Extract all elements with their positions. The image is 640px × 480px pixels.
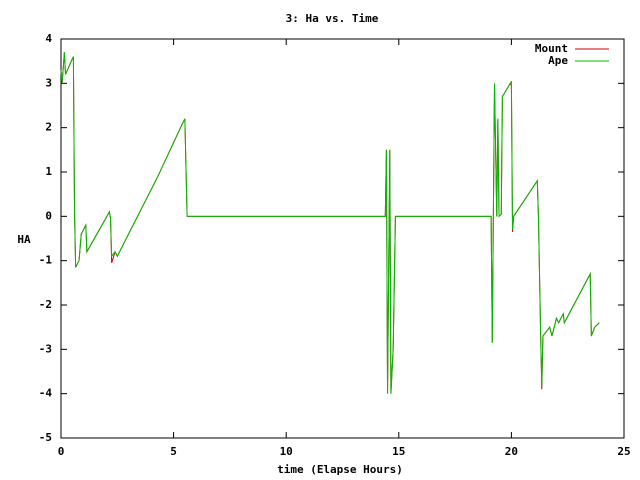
y-tick-label: -1 — [39, 254, 53, 267]
y-tick-label: -4 — [39, 387, 53, 400]
x-tick-label: 10 — [280, 445, 293, 458]
series-line — [60, 52, 600, 394]
y-axis-label: HA — [17, 233, 31, 246]
y-tick-label: 0 — [45, 209, 52, 222]
y-tick-label: -5 — [39, 431, 52, 444]
y-tick-label: 3 — [45, 76, 52, 89]
chart-title: 3: Ha vs. Time — [286, 12, 379, 25]
y-tick-label: -3 — [39, 342, 52, 355]
x-tick-label: 0 — [58, 445, 65, 458]
y-tick-label: -2 — [39, 298, 52, 311]
x-tick-label: 25 — [617, 445, 630, 458]
y-tick-label: 4 — [45, 32, 52, 45]
plot-frame — [60, 38, 625, 439]
x-axis-label: time (Elapse Hours) — [277, 463, 403, 476]
legend-label: Mount — [535, 42, 568, 55]
legend-label: Ape — [548, 54, 568, 67]
x-tick-label: 20 — [505, 445, 518, 458]
x-tick-label: 5 — [170, 445, 177, 458]
x-tick-label: 15 — [392, 445, 405, 458]
y-tick-label: 2 — [45, 121, 52, 134]
y-tick-label: 1 — [45, 165, 52, 178]
